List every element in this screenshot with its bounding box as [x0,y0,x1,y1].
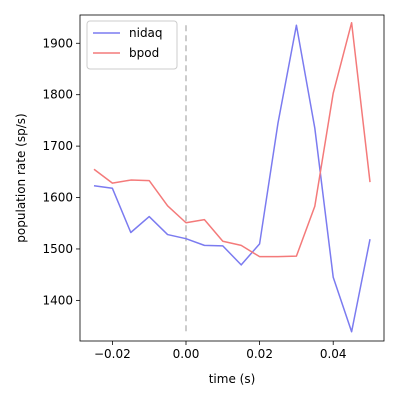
series-line-nidaq [93,24,371,333]
y-axis-label: population rate (sp/s) [14,113,28,242]
axes-layer: −0.02 0.00 0.02 0.04 1400 1500 1600 1700 1800 190… [42,36,346,361]
y-tick-label: 1700 [42,139,73,153]
y-tick-label: 1800 [42,88,73,102]
x-axis-label: time (s) [209,372,256,386]
legend: nidaq bpod [86,20,178,70]
x-tick-label: 0.02 [246,347,273,361]
y-tick-label: 1900 [42,36,73,50]
x-tick-label: −0.02 [94,347,131,361]
y-tick-label: 1500 [42,242,73,256]
legend-label-bpod: bpod [129,46,159,60]
plot-layer [93,21,371,333]
x-tick-label: 0.00 [173,347,200,361]
plot-frame [79,14,385,342]
y-tick-label: 1400 [42,293,73,307]
x-tick-label: 0.04 [320,347,347,361]
y-tick-label: 1600 [42,191,73,205]
legend-label-nidaq: nidaq [129,26,163,40]
series-line-bpod [93,21,371,258]
